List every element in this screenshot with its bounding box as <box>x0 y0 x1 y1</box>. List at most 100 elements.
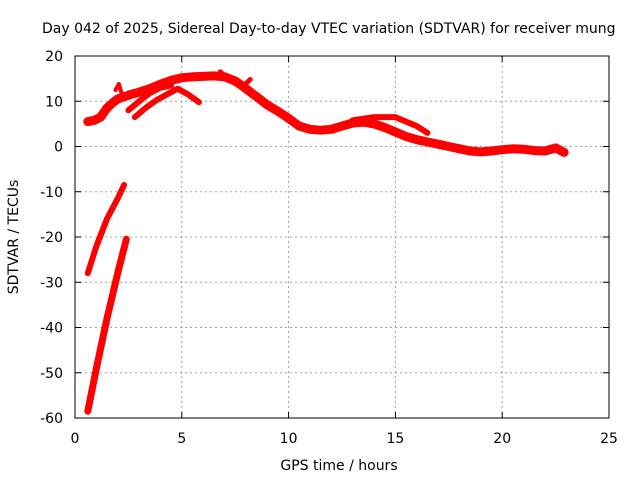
data-point <box>532 148 537 153</box>
data-point <box>113 87 118 92</box>
data-point <box>425 130 430 135</box>
data-point <box>542 149 547 153</box>
data-point <box>137 90 142 95</box>
data-point <box>190 74 195 79</box>
data-point <box>158 85 163 90</box>
data-point <box>286 116 291 121</box>
data-point <box>143 106 148 110</box>
data-point <box>521 147 526 152</box>
data-point <box>446 144 451 149</box>
y-tick-label: -30 <box>40 275 63 291</box>
y-tick-label: 10 <box>45 94 63 110</box>
x-axis-label: GPS time / hours <box>280 458 397 474</box>
data-point <box>128 92 133 97</box>
data-point <box>94 244 99 249</box>
data-point <box>126 108 131 113</box>
data-point <box>116 82 121 87</box>
tick-label-layer: 0 5 10 15 20 25 20 10 0 -10 -20 -30 -40 -50 -60 <box>40 49 618 447</box>
series-layer <box>83 69 569 415</box>
data-point <box>553 145 558 150</box>
data-point <box>425 140 430 144</box>
data-point <box>393 115 398 120</box>
data-point <box>239 85 244 90</box>
series-upper-track <box>349 114 431 136</box>
data-point <box>211 73 216 78</box>
data-point <box>414 137 419 142</box>
data-point <box>115 271 120 276</box>
data-point <box>393 130 398 134</box>
data-point <box>562 150 567 155</box>
data-point <box>340 124 344 129</box>
data-point <box>404 119 409 124</box>
data-point <box>105 106 109 110</box>
data-point <box>404 134 409 139</box>
tick-layer <box>74 55 610 419</box>
data-point <box>169 83 174 88</box>
y-tick-label: -50 <box>40 366 63 382</box>
data-point <box>147 91 152 96</box>
data-point <box>308 127 312 132</box>
data-point <box>275 109 280 114</box>
data-point <box>85 119 90 124</box>
data-point <box>489 149 494 153</box>
y-tick-label: 0 <box>54 140 63 156</box>
data-point <box>164 92 169 97</box>
data-point <box>120 92 124 97</box>
chart-title: Day 042 of 2025, Sidereal Day-to-day VTE… <box>42 21 616 37</box>
data-point <box>122 183 127 187</box>
data-point <box>372 121 376 126</box>
data-point <box>350 118 355 123</box>
data-point <box>115 97 120 101</box>
x-tick-label: 0 <box>71 431 80 447</box>
data-point <box>436 142 441 147</box>
x-tick-label: 25 <box>600 431 618 447</box>
data-point <box>457 146 462 151</box>
data-point <box>468 149 473 153</box>
data-point <box>414 124 419 129</box>
data-point <box>218 69 223 74</box>
y-tick-label: -40 <box>40 321 63 337</box>
data-point <box>169 78 174 83</box>
y-tick-label: 20 <box>45 49 63 65</box>
y-tick-label: -60 <box>40 411 63 427</box>
data-point <box>254 94 259 99</box>
x-tick-label: 20 <box>493 431 511 447</box>
data-point <box>382 125 387 130</box>
data-point <box>132 115 137 120</box>
data-point <box>248 77 253 82</box>
data-point <box>297 124 302 129</box>
data-point <box>115 196 120 201</box>
data-point <box>478 149 483 154</box>
data-point <box>175 86 180 91</box>
data-point <box>105 216 109 221</box>
data-point <box>98 115 103 120</box>
data-point <box>94 366 99 371</box>
data-point <box>137 99 142 104</box>
y-tick-label: -10 <box>40 185 63 201</box>
data-point <box>85 271 90 276</box>
data-point <box>228 78 233 83</box>
series-descending-arc-b <box>84 235 130 415</box>
series-peak-branch <box>217 69 253 91</box>
data-point <box>329 127 334 132</box>
data-point <box>154 98 159 103</box>
data-point <box>265 102 270 107</box>
data-point <box>186 92 191 97</box>
data-point <box>111 100 116 105</box>
y-tick-label: -20 <box>40 230 63 246</box>
data-point <box>124 237 129 242</box>
x-tick-label: 10 <box>280 431 298 447</box>
data-point <box>179 75 184 80</box>
data-point <box>196 100 201 105</box>
grid-layer <box>75 56 609 418</box>
data-point <box>201 74 206 79</box>
data-point <box>372 115 376 120</box>
x-tick-label: 15 <box>386 431 404 447</box>
data-point <box>318 128 323 133</box>
data-point <box>500 147 505 152</box>
x-tick-label: 5 <box>177 431 186 447</box>
y-axis-label: SDTVAR / TECUs <box>6 180 22 295</box>
data-point <box>510 146 515 151</box>
data-point <box>92 118 97 123</box>
